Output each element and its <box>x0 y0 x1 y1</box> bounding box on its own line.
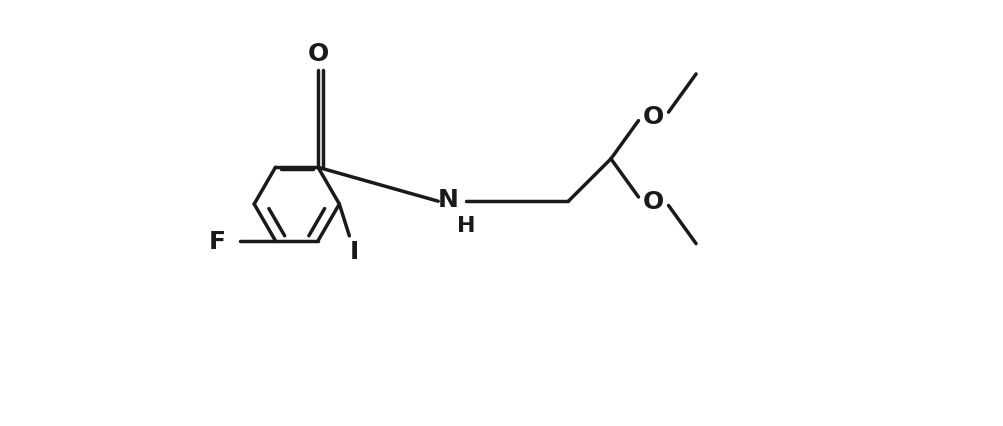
Text: H: H <box>456 215 475 235</box>
Text: I: I <box>349 239 359 263</box>
Text: N: N <box>437 188 458 212</box>
Text: O: O <box>307 42 328 66</box>
Text: O: O <box>642 105 663 129</box>
Text: O: O <box>642 190 663 214</box>
Text: F: F <box>209 229 226 253</box>
